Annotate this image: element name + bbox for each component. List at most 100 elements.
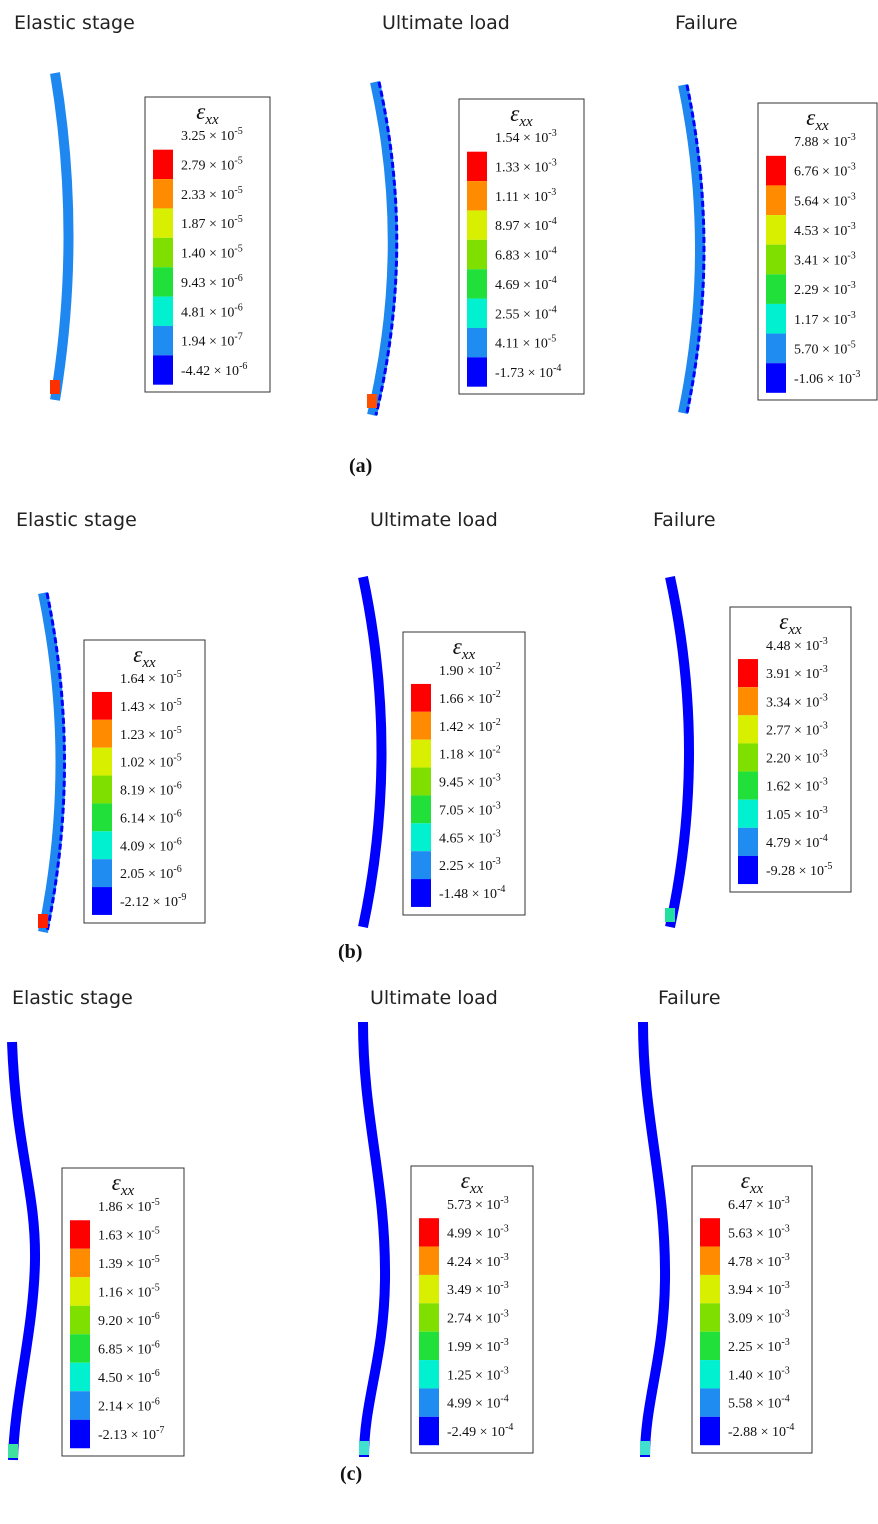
color-swatch [411,795,431,823]
legend-label: -1.48 × 10-4 [439,884,505,902]
color-swatch [467,152,487,181]
label-mantissa: 1.39 × 10 [98,1257,151,1272]
symbol-subscript: xx [518,114,533,130]
color-swatch [738,828,758,856]
label-mantissa: 1.99 × 10 [447,1340,500,1355]
color-swatch [738,715,758,743]
color-swatch [70,1277,90,1306]
label-exponent: -5 [151,1283,159,1294]
legend-label: 1.40 × 10-5 [181,244,243,262]
panel-label: (a) [349,455,372,477]
color-swatch [92,887,112,915]
color-swatch [411,879,431,907]
label-mantissa: 4.11 × 10 [495,337,548,352]
color-swatch [92,748,112,776]
label-exponent: -6 [151,1311,159,1322]
label-exponent: -3 [819,664,827,675]
subplot-title: Failure [658,987,721,1009]
label-mantissa: 6.76 × 10 [794,165,847,180]
label-exponent: -6 [234,273,242,284]
color-swatch [467,181,487,210]
label-mantissa: 6.85 × 10 [98,1343,151,1358]
color-swatch [738,772,758,800]
label-mantissa: 2.25 × 10 [439,859,492,874]
label-mantissa: -9.28 × 10 [766,864,824,879]
color-swatch [766,304,786,334]
legend-label: -2.12 × 10-9 [120,892,186,910]
label-mantissa: 3.91 × 10 [766,667,819,682]
color-swatch [70,1363,90,1392]
color-swatch [467,269,487,298]
symbol-subscript: xx [814,118,829,134]
color-swatch [92,720,112,748]
label-mantissa: 3.41 × 10 [794,254,847,269]
label-exponent: -3 [500,1309,508,1320]
label-exponent: -5 [173,725,181,736]
color-swatch [700,1388,720,1416]
legend-label: 1.18 × 10-2 [439,745,501,763]
legend-label: 1.86 × 10-5 [98,1197,160,1215]
label-mantissa: 9.45 × 10 [439,776,492,791]
label-exponent: -3 [781,1309,789,1320]
label-exponent: -3 [781,1195,789,1206]
label-mantissa: 1.66 × 10 [439,692,492,707]
label-exponent: -6 [173,781,181,792]
label-exponent: -3 [781,1252,789,1263]
label-mantissa: 2.33 × 10 [181,188,234,203]
label-exponent: -3 [781,1337,789,1348]
label-exponent: -3 [500,1252,508,1263]
label-exponent: -4 [500,1394,508,1405]
color-swatch [700,1360,720,1388]
color-swatch [419,1247,439,1275]
label-mantissa: 2.74 × 10 [447,1312,500,1327]
label-exponent: -6 [151,1397,159,1408]
color-swatch [411,851,431,879]
label-exponent: -3 [819,720,827,731]
label-exponent: -4 [505,1422,513,1433]
symbol-subscript: xx [749,1181,764,1197]
label-mantissa: -1.48 × 10 [439,887,497,902]
label-exponent: -3 [492,828,500,839]
label-exponent: -3 [852,369,860,380]
label-mantissa: -1.06 × 10 [794,372,852,387]
legend-label: 4.69 × 10-4 [495,275,557,293]
label-exponent: -3 [819,692,827,703]
legend-label: 8.97 × 10-4 [495,216,557,234]
label-mantissa: 4.99 × 10 [447,1397,500,1412]
legend-label: 6.14 × 10-6 [120,808,182,826]
label-mantissa: 8.97 × 10 [495,219,548,234]
beam-tip [665,908,675,922]
legend-label: 5.58 × 10-4 [728,1394,790,1412]
color-swatch [766,185,786,215]
label-mantissa: 7.88 × 10 [794,135,847,150]
legend-label: 1.87 × 10-5 [181,214,243,232]
color-swatch [738,659,758,687]
legend-label: 9.20 × 10-6 [98,1311,160,1329]
legend-label: 2.20 × 10-3 [766,749,828,767]
color-swatch [153,297,173,326]
label-mantissa: 1.40 × 10 [728,1368,781,1383]
legend-label: 2.25 × 10-3 [439,856,501,874]
color-swatch [92,803,112,831]
color-swatch [92,776,112,804]
label-mantissa: 6.83 × 10 [495,249,548,264]
color-swatch [153,179,173,208]
label-mantissa: -1.73 × 10 [495,366,553,381]
label-exponent: -6 [173,836,181,847]
label-exponent: -3 [500,1223,508,1234]
legend-label: 5.64 × 10-3 [794,191,856,209]
label-exponent: -3 [500,1337,508,1348]
label-mantissa: 5.73 × 10 [447,1198,500,1213]
legend-label: 6.76 × 10-3 [794,162,856,180]
legend-label: 1.16 × 10-5 [98,1283,160,1301]
color-swatch [92,692,112,720]
color-swatch [153,267,173,296]
color-swatch [411,823,431,851]
label-exponent: -3 [847,132,855,143]
symbol-subscript: xx [204,112,219,128]
label-exponent: -3 [548,157,556,168]
legend-label: 2.33 × 10-5 [181,185,243,203]
legend-label: 1.64 × 10-5 [120,669,182,687]
beam-tip [367,394,377,408]
label-exponent: -4 [781,1394,789,1405]
